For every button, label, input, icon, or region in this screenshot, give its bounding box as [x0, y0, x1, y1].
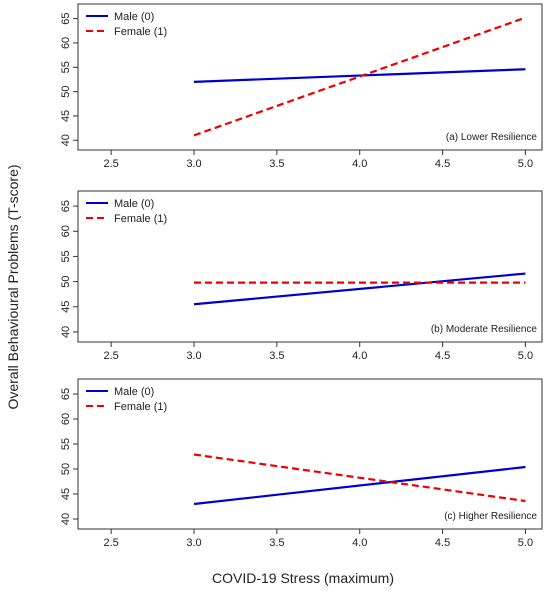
y-tick-label: 60 [60, 225, 72, 237]
x-tick-label: 4.0 [352, 158, 367, 170]
x-tick-label: 5.0 [518, 537, 533, 549]
x-tick-label: 3.0 [186, 537, 201, 549]
x-tick-label: 3.5 [269, 537, 284, 549]
y-tick-label: 50 [60, 85, 72, 97]
y-tick-label: 40 [60, 326, 72, 338]
series-line-female [193, 16, 526, 137]
legend-label: Female (1) [114, 26, 167, 38]
plot-frame [77, 3, 543, 151]
panel-2: 2.5 3.0 3.5 4.0 4.5 5.0 40 45 50 55 60 65 Male (0) Fe… [60, 190, 543, 362]
x-tick-label: 4.5 [435, 350, 450, 362]
panel-annotation: (b) Moderate Resilience [431, 324, 538, 335]
y-tick-label: 60 [60, 413, 72, 425]
y-tick-label: 65 [60, 200, 72, 212]
y-tick-label: 55 [60, 438, 72, 450]
y-tick-label: 40 [60, 134, 72, 146]
x-tick-label: 5.0 [518, 158, 533, 170]
y-tick-label: 45 [60, 488, 72, 500]
plot-frame [77, 190, 543, 343]
x-tick-label: 3.0 [186, 350, 201, 362]
y-tick-label: 65 [60, 12, 72, 24]
x-tick-label: 2.5 [103, 350, 118, 362]
panel-1: 2.5 3.0 3.5 4.0 4.5 5.0 40 45 50 55 60 65 Male (0) Fe… [60, 3, 543, 170]
x-tick-label: 3.5 [269, 350, 284, 362]
y-tick-label: 55 [60, 61, 72, 73]
x-axis-label: COVID-19 Stress (maximum) [212, 570, 394, 586]
panel-annotation: (a) Lower Resilience [446, 132, 538, 143]
legend-label: Female (1) [114, 401, 167, 413]
plot-frame [77, 378, 543, 530]
y-tick-label: 60 [60, 37, 72, 49]
y-tick-label: 55 [60, 250, 72, 262]
panel-annotation: (c) Higher Resilience [444, 511, 537, 522]
x-tick-label: 3.0 [186, 158, 201, 170]
x-tick-label: 4.5 [435, 158, 450, 170]
x-tick-label: 4.5 [435, 537, 450, 549]
y-tick-label: 50 [60, 275, 72, 287]
x-tick-label: 2.5 [103, 537, 118, 549]
x-tick-label: 3.5 [269, 158, 284, 170]
legend-label: Female (1) [114, 213, 167, 225]
y-tick-label: 45 [60, 301, 72, 313]
x-tick-label: 4.0 [352, 537, 367, 549]
panel-3: 2.5 3.0 3.5 4.0 4.5 5.0 40 45 50 55 60 65 Male (0) Fe… [60, 378, 543, 549]
x-tick-label: 5.0 [518, 350, 533, 362]
y-tick-label: 45 [60, 110, 72, 122]
series-line-male [193, 272, 526, 306]
legend-label: Male (0) [114, 386, 154, 398]
series-line-female [193, 453, 526, 503]
series-line-male [193, 465, 526, 506]
legend-label: Male (0) [114, 11, 154, 23]
y-tick-label: 40 [60, 513, 72, 525]
x-tick-label: 4.0 [352, 350, 367, 362]
y-tick-label: 50 [60, 463, 72, 475]
y-tick-label: 65 [60, 388, 72, 400]
y-axis-label: Overall Behavioural Problems (T-score) [5, 164, 21, 409]
legend-label: Male (0) [114, 198, 154, 210]
x-tick-label: 2.5 [103, 158, 118, 170]
